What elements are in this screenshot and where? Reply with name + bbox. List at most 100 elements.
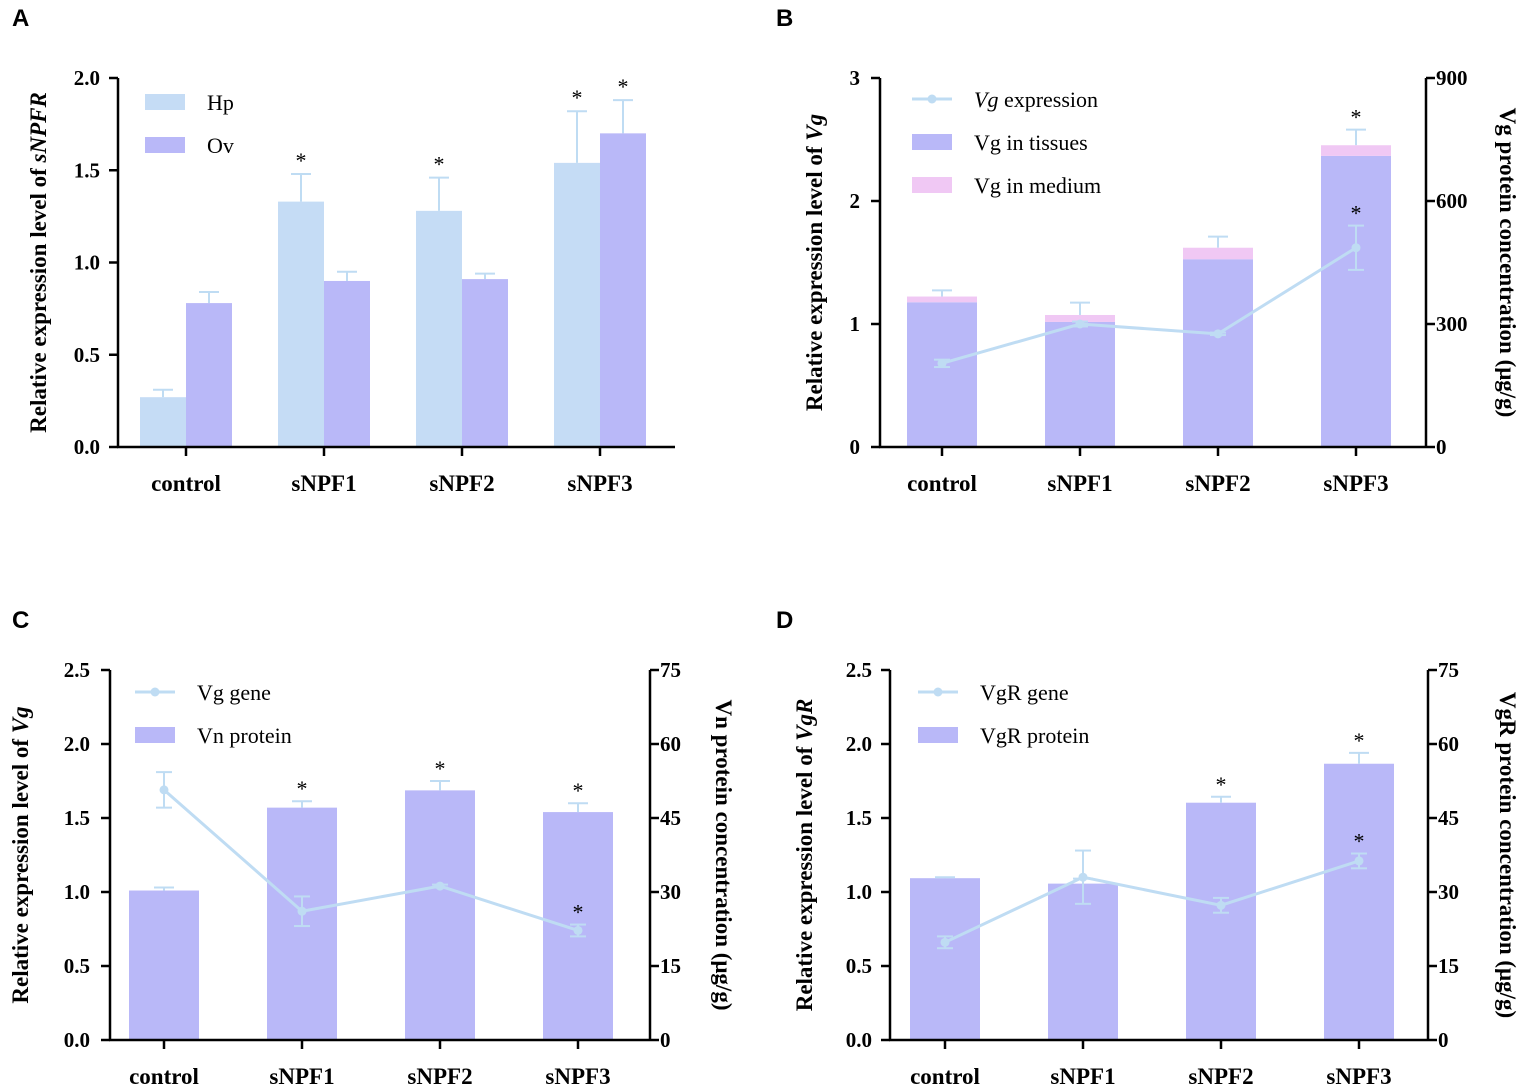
y-tick-label-right: 0 <box>1438 1028 1449 1052</box>
significance-star: * <box>1351 105 1362 130</box>
y-tick-label-left: 2.0 <box>74 66 100 90</box>
x-tick-label-snpf1: sNPF1 <box>1050 1064 1115 1089</box>
legend-swatch-bar <box>912 134 952 150</box>
y-tick-label-right: 600 <box>1436 189 1468 213</box>
line-vgr-gene <box>944 859 1360 944</box>
y-tick-label-left: 0 <box>850 435 861 459</box>
y-tick-label-right: 300 <box>1436 312 1468 336</box>
bar-hp-snpf3 <box>554 162 600 447</box>
bar-protein-snpf2 <box>405 790 475 1040</box>
y-axis-label-left: Relative expression level of Vg <box>8 706 33 1003</box>
significance-star: * <box>573 778 584 803</box>
legend-label: Vn protein <box>197 723 292 748</box>
y-axis-label-left: Relative expression level of sNPFR <box>26 92 51 433</box>
y-axis-label-right: Vg protein concentration (μg/g) <box>1495 108 1520 418</box>
x-tick-label-snpf3: sNPF3 <box>567 471 632 496</box>
significance-star: * <box>1216 772 1227 797</box>
y-tick-label-right: 75 <box>660 658 681 682</box>
panel-label: D <box>776 607 793 634</box>
legend-swatch-marker <box>933 687 943 697</box>
y-tick-label-left: 0.0 <box>846 1028 872 1052</box>
y-tick-label-left: 1.5 <box>64 806 90 830</box>
line-vg-expression <box>941 246 1357 365</box>
y-tick-label-left: 3 <box>850 66 861 90</box>
bar-hp-snpf2 <box>416 210 462 447</box>
y-tick-label-right: 60 <box>660 732 681 756</box>
y-tick-label-left: 1 <box>850 312 861 336</box>
bar-ov-snpf2 <box>462 279 508 447</box>
y-tick-label-left: 0.5 <box>74 343 100 367</box>
bar-ov-snpf1 <box>324 280 370 447</box>
panel-a: A * * * * 0.0 0.5 1.0 1.5 2.0 control sNPF1 sNPF2 sNP… <box>12 5 675 496</box>
y-tick-label-right: 75 <box>1438 658 1459 682</box>
y-tick-label-left: 1.0 <box>64 880 90 904</box>
y-tick-label-left: 1.0 <box>74 251 100 275</box>
x-tick-label-snpf2: sNPF2 <box>429 471 494 496</box>
y-tick-label-left: 2.5 <box>846 658 872 682</box>
significance-star: * <box>573 900 584 925</box>
x-tick-label-snpf1: sNPF1 <box>1047 471 1112 496</box>
panel-label: A <box>12 5 29 32</box>
bar-vg-medium-control <box>907 296 977 303</box>
y-tick-label-right: 45 <box>660 806 681 830</box>
significance-star: * <box>434 152 445 177</box>
line-point-snpf3 <box>1354 856 1364 866</box>
legend-swatch-marker <box>927 94 937 104</box>
x-tick-label-snpf3: sNPF3 <box>1323 471 1388 496</box>
bar-hp-control <box>140 397 186 447</box>
legend-label: VgR protein <box>980 723 1089 748</box>
line-point-snpf2 <box>1216 900 1226 910</box>
legend-swatch-bar <box>145 137 185 153</box>
bar-protein-snpf1 <box>1048 883 1118 1040</box>
significance-star: * <box>1354 728 1365 753</box>
significance-star: * <box>1354 829 1365 854</box>
x-tick-label-control: control <box>129 1064 199 1089</box>
y-tick-label-right: 60 <box>1438 732 1459 756</box>
line-vg-gene <box>163 788 579 932</box>
legend-label: Ov <box>207 133 234 158</box>
legend: Vg expression Vg in tissues Vg in medium <box>912 87 1101 198</box>
x-tick-label-snpf3: sNPF3 <box>1326 1064 1391 1089</box>
y-tick-label-left: 0.5 <box>846 954 872 978</box>
line-point-snpf1 <box>297 906 307 916</box>
significance-star: * <box>296 148 307 173</box>
significance-star: * <box>1351 201 1362 226</box>
y-tick-label-right: 45 <box>1438 806 1459 830</box>
line-point-control <box>940 937 950 947</box>
y-axis-label-right: Vn protein concentration (μg/g) <box>711 700 736 1011</box>
y-tick-label-right: 0 <box>1436 435 1447 459</box>
bar-ov-snpf3 <box>600 133 646 447</box>
y-tick-label-right: 900 <box>1436 66 1468 90</box>
panel-c: C * * * * 0.0 0.5 1.0 1.5 2.0 2.5 0 15 30 45 60 75 Vn pro… <box>8 607 736 1089</box>
legend-label: Vg in medium <box>974 173 1101 198</box>
bar-vg-medium-snpf1 <box>1045 314 1115 322</box>
bar-vg-tissues-snpf3 <box>1321 155 1391 447</box>
bar-ov-control <box>186 303 232 447</box>
line-point-control <box>159 785 169 795</box>
legend: VgR gene VgR protein <box>918 680 1089 748</box>
bar-protein-snpf2 <box>1186 802 1256 1040</box>
bar-vg-tissues-snpf2 <box>1183 259 1253 447</box>
x-tick-label-snpf2: sNPF2 <box>1185 471 1250 496</box>
panel-d: D * * * 0.0 0.5 1.0 1.5 2.0 2.5 0 15 30 45 60 75 VgR pro… <box>776 607 1520 1089</box>
legend-label: Vg in tissues <box>974 130 1088 155</box>
y-tick-label-right: 15 <box>1438 954 1459 978</box>
legend: Hp Ov <box>145 90 234 158</box>
bar-protein-control <box>910 878 980 1040</box>
bar-vg-medium-snpf2 <box>1183 247 1253 260</box>
y-tick-label-right: 0 <box>660 1028 671 1052</box>
line-point-snpf2 <box>1213 329 1223 339</box>
bar-vg-medium-snpf3 <box>1321 145 1391 156</box>
x-tick-label-control: control <box>907 471 977 496</box>
legend-label: VgR gene <box>980 680 1069 705</box>
y-tick-label-right: 15 <box>660 954 681 978</box>
significance-star: * <box>435 756 446 781</box>
y-tick-label-left: 0.0 <box>64 1028 90 1052</box>
x-tick-label-snpf1: sNPF1 <box>291 471 356 496</box>
y-axis-label-right: VgR protein concentration (μg/g) <box>1495 692 1520 1018</box>
bar-protein-snpf3 <box>1324 763 1394 1040</box>
legend: Vg gene Vn protein <box>135 680 292 748</box>
x-tick-label-snpf2: sNPF2 <box>1188 1064 1253 1089</box>
line-point-snpf3 <box>573 925 583 935</box>
x-tick-label-snpf1: sNPF1 <box>269 1064 334 1089</box>
